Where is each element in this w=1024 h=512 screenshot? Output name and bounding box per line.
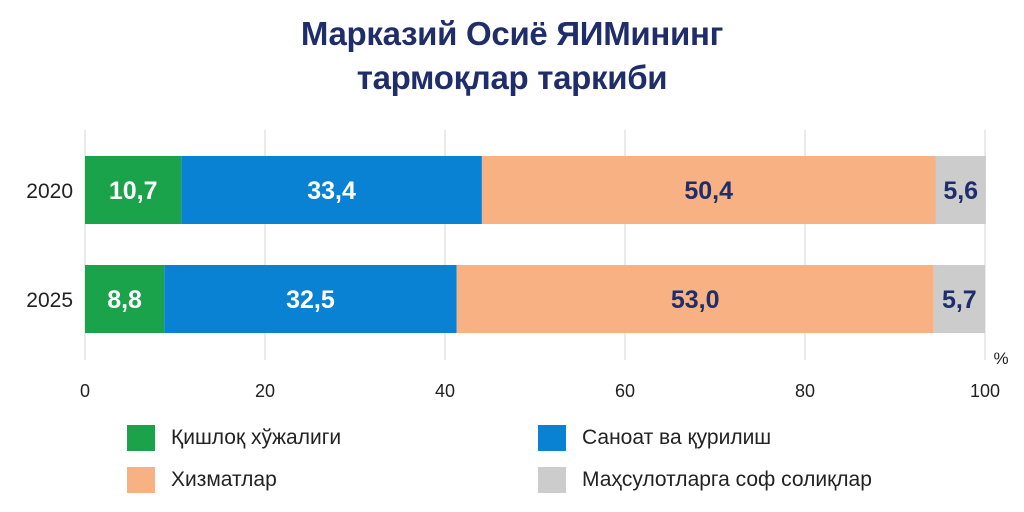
- data-label-2025-3: 5,7: [942, 286, 977, 314]
- legend-swatch-1: [538, 425, 566, 451]
- x-tick-label-20: 20: [255, 381, 275, 401]
- chart-title-line-1: Марказий Осиё ЯИМининг: [300, 15, 724, 52]
- category-label-2025: 2025: [26, 289, 73, 312]
- x-tick-label-40: 40: [435, 381, 455, 401]
- legend-swatch-3: [538, 467, 566, 493]
- legend-label-2: Хизматлар: [171, 468, 277, 491]
- legend-label-1: Саноат ва қурилиш: [582, 426, 772, 449]
- category-label-2020: 2020: [26, 180, 73, 203]
- bar-segment-2020-1: [181, 156, 482, 224]
- legend-label-3: Маҳсулотларга соф солиқлар: [582, 468, 872, 491]
- x-unit-label: %: [993, 349, 1008, 368]
- data-label-2025-0: 8,8: [107, 286, 142, 314]
- data-label-2020-1: 33,4: [307, 177, 356, 205]
- legend-item-1: Саноат ва қурилиш: [538, 425, 771, 451]
- legend-item-0: Қишлоқ хўжалиги: [127, 425, 341, 451]
- x-tick-label-0: 0: [80, 381, 90, 401]
- bar-segment-2020-3: [935, 156, 986, 224]
- bar-segment-2025-0: [85, 265, 165, 333]
- bar-segment-2025-2: [456, 265, 934, 333]
- legend-label-0: Қишлоқ хўжалиги: [171, 426, 342, 449]
- bar-segment-2020-0: [85, 156, 182, 224]
- x-tick-label-80: 80: [795, 381, 815, 401]
- x-tick-label-100: 100: [970, 381, 1000, 401]
- legend-swatch-0: [127, 425, 155, 451]
- data-label-2020-3: 5,6: [943, 177, 978, 205]
- chart-title: Марказий Осиё ЯИМининг тармоқлар таркиби: [0, 12, 1024, 100]
- legend-item-3: Маҳсулотларга соф солиқлар: [538, 467, 872, 493]
- data-label-2025-2: 53,0: [671, 286, 720, 314]
- chart-title-line-2: тармоқлар таркиби: [356, 59, 668, 96]
- legend-swatch-2: [127, 467, 155, 493]
- x-tick-label-60: 60: [615, 381, 635, 401]
- bar-segment-2025-1: [164, 265, 457, 333]
- bar-segment-2020-2: [481, 156, 936, 224]
- legend-item-2: Хизматлар: [127, 467, 277, 493]
- data-label-2020-0: 10,7: [109, 177, 158, 205]
- bar-segment-2025-3: [933, 265, 985, 333]
- data-label-2020-2: 50,4: [684, 177, 733, 205]
- data-label-2025-1: 32,5: [286, 286, 335, 314]
